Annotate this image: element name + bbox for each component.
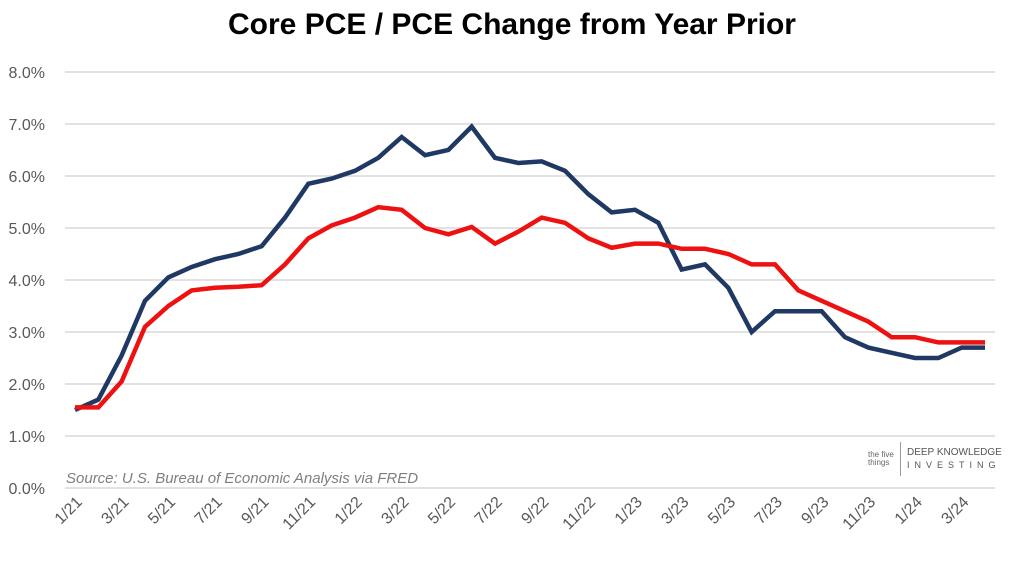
x-tick-label: 1/23 <box>612 494 646 528</box>
logo: the five things DEEP KNOWLEDGE INVESTING <box>868 442 1002 476</box>
x-tick-label: 7/22 <box>472 494 506 528</box>
x-tick-label: 9/23 <box>798 494 832 528</box>
logo-divider <box>900 442 901 476</box>
y-tick-label: 4.0% <box>9 273 45 290</box>
x-tick-label: 5/21 <box>145 494 179 528</box>
x-tick-label: 1/21 <box>52 494 86 528</box>
x-tick-label: 7/21 <box>192 494 226 528</box>
y-tick-label: 8.0% <box>9 65 45 82</box>
y-tick-label: 1.0% <box>9 429 45 446</box>
logo-line1: DEEP KNOWLEDGE <box>907 447 1002 458</box>
series-line-1 <box>75 204 985 410</box>
x-tick-label: 9/21 <box>238 494 272 528</box>
x-tick-label: 9/22 <box>518 494 552 528</box>
source-annotation: Source: U.S. Bureau of Economic Analysis… <box>66 470 419 487</box>
five-things-logo: the five things <box>868 450 894 467</box>
x-tick-label: 5/22 <box>425 494 459 528</box>
chart-title: Core PCE / PCE Change from Year Prior <box>228 8 796 41</box>
y-tick-label: 5.0% <box>9 221 45 238</box>
x-tick-label: 1/22 <box>332 494 366 528</box>
x-tick-label: 3/22 <box>378 494 412 528</box>
y-tick-label: 2.0% <box>9 377 45 394</box>
y-tick-label: 6.0% <box>9 169 45 186</box>
deep-knowledge-logo: DEEP KNOWLEDGE INVESTING <box>907 447 1002 471</box>
logo-line2: INVESTING <box>907 460 1001 470</box>
series-line-0 <box>74 123 985 413</box>
y-tick-label: 7.0% <box>9 117 45 134</box>
x-tick-label: 3/23 <box>658 494 692 528</box>
x-tick-label: 1/24 <box>892 494 926 528</box>
x-tick-label: 11/23 <box>840 494 880 534</box>
x-tick-label: 3/24 <box>938 494 972 528</box>
y-tick-label: 3.0% <box>9 325 45 342</box>
x-tick-label: 11/22 <box>560 494 600 534</box>
x-tick-label: 3/21 <box>98 494 132 528</box>
x-tick-label: 5/23 <box>705 494 739 528</box>
x-tick-label: 11/21 <box>280 494 320 534</box>
y-tick-label: 0.0% <box>9 481 45 498</box>
x-tick-label: 7/23 <box>752 494 786 528</box>
